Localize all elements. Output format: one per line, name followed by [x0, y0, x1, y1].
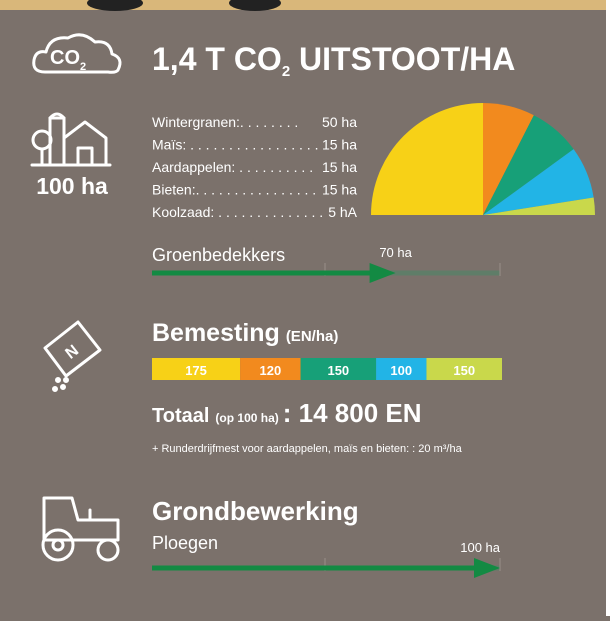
crop-area: 15 ha	[322, 182, 357, 198]
fertilizer-value: 100	[390, 363, 412, 378]
edge	[606, 0, 610, 616]
tillage-title: Grondbewerking	[152, 496, 359, 526]
crop-label: Wintergranen:. . . . . . . .	[152, 114, 298, 130]
crop-area: 15 ha	[322, 137, 357, 153]
crop-label: Aardappelen: . . . . . . . . . .	[152, 159, 313, 175]
tillage-label: Ploegen	[152, 533, 218, 553]
fertilizer-value: 150	[453, 363, 475, 378]
title: 1,4 T CO2 UITSTOOT/HA	[152, 41, 515, 80]
crop-area: 15 ha	[322, 159, 357, 175]
crop-area: 5 hA	[328, 204, 357, 220]
cover-label: Groenbedekkers	[152, 245, 285, 265]
crop-label: Maïs: . . . . . . . . . . . . . . . . .	[152, 137, 318, 153]
infographic: CO2 1,4 T CO2 UITSTOOT/HA 100 ha Winterg…	[0, 0, 610, 616]
crop-label: Bieten:. . . . . . . . . . . . . . . .	[152, 182, 316, 198]
fertilizer-value: 150	[327, 363, 349, 378]
fertilizer-value: 175	[185, 363, 207, 378]
crop-area: 50 ha	[322, 114, 357, 130]
crop-label: Koolzaad: . . . . . . . . . . . . . .	[152, 204, 323, 220]
page: CO2 1,4 T CO2 UITSTOOT/HA 100 ha Winterg…	[0, 0, 610, 621]
footnote: + Runderdrijfmest voor aardappelen, maïs…	[152, 443, 463, 455]
arrow-label: 70 ha	[379, 245, 412, 260]
fertilizer-value: 120	[259, 363, 281, 378]
farm-area: 100 ha	[36, 173, 108, 199]
arrow-label: 100 ha	[460, 540, 501, 555]
